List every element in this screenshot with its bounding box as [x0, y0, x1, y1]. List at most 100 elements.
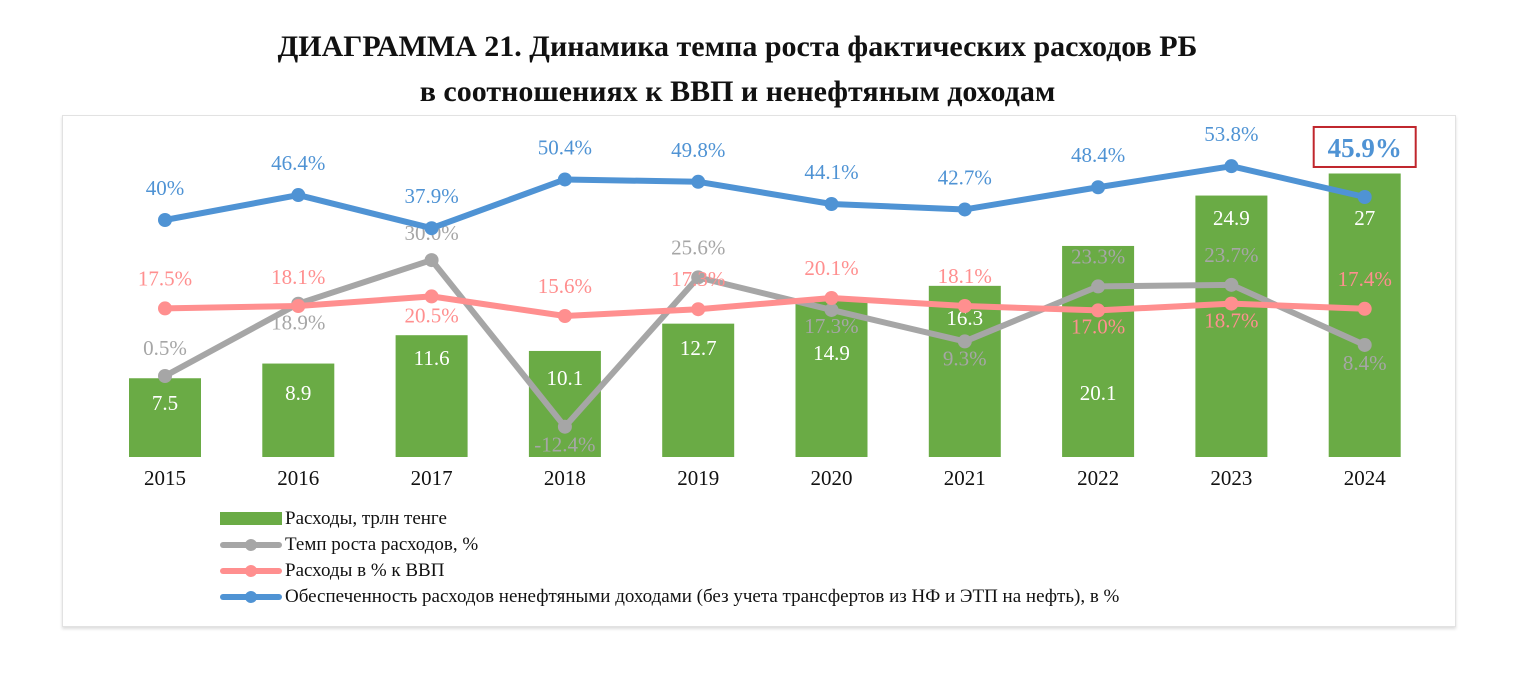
growth-label-2021: 9.3% [943, 346, 987, 370]
coverage-point-2019 [691, 174, 706, 189]
legend-swatch [220, 535, 282, 555]
coverage-label-2020: 44.1% [804, 160, 858, 184]
growth-point-2017 [424, 253, 439, 268]
x-tick-2018: 2018 [544, 466, 586, 490]
x-tick-2024: 2024 [1344, 466, 1387, 490]
gdp-share-label-2015: 17.5% [138, 266, 192, 290]
x-tick-2023: 2023 [1210, 466, 1252, 490]
coverage-point-2017 [424, 221, 439, 236]
legend-swatch [220, 561, 282, 581]
bar-label-2024: 27 [1354, 206, 1375, 230]
legend-label: Темп роста расходов, % [285, 534, 479, 555]
bar-2022 [1062, 245, 1135, 457]
legend-item: Темп роста расходов, % [220, 534, 478, 556]
growth-point-2024 [1357, 337, 1372, 352]
gdp-share-point-2017 [424, 289, 439, 304]
bar-label-2019: 12.7 [680, 336, 717, 360]
legend-item: Расходы в % к ВВП [220, 560, 444, 582]
coverage-label-2022: 48.4% [1071, 143, 1125, 167]
coverage-point-2016 [291, 188, 306, 203]
coverage-point-2020 [824, 197, 839, 212]
coverage-point-2024 [1357, 189, 1372, 204]
growth-label-2019: 25.6% [671, 235, 725, 259]
bar-2020 [795, 300, 868, 457]
growth-label-2018: -12.4% [534, 433, 595, 457]
growth-label-2024: 8.4% [1343, 351, 1387, 375]
bar-2021 [928, 285, 1001, 457]
coverage-label-2024: 45.9% [1328, 133, 1402, 163]
bar-label-2017: 11.6 [414, 346, 450, 370]
gdp-share-point-2024 [1357, 301, 1372, 316]
growth-point-2018 [557, 419, 572, 434]
gdp-share-label-2017: 20.5% [404, 303, 458, 327]
growth-point-2020 [824, 302, 839, 317]
coverage-point-2021 [957, 202, 972, 217]
gdp-share-line [164, 293, 1365, 319]
gdp-share-label-2016: 18.1% [271, 265, 325, 289]
gdp-share-label-2021: 18.1% [938, 264, 992, 288]
legend-label: Расходы, трлн тенге [285, 508, 447, 529]
bar-2015 [129, 378, 201, 457]
x-tick-2021: 2021 [944, 466, 986, 490]
chart-title-line1: ДИАГРАММА 21. Динамика темпа роста факти… [277, 30, 1198, 63]
growth-point-2021 [957, 334, 972, 349]
growth-point-2022 [1091, 279, 1106, 294]
gdp-share-point-2015 [158, 301, 172, 316]
growth-line [163, 257, 1366, 430]
gdp-share-point-2023 [1224, 296, 1239, 311]
gdp-share-label-2024: 17.4% [1338, 267, 1392, 291]
bar-label-2018: 10.1 [547, 366, 584, 390]
chart-frame [62, 115, 1456, 627]
bar-label-2015: 7.5 [152, 391, 178, 415]
growth-point-2019 [691, 270, 706, 285]
coverage-label-2016: 46.4% [271, 151, 325, 175]
gdp-share-point-2020 [824, 291, 839, 305]
coverage-line [164, 163, 1366, 232]
growth-label-2020: 17.3% [804, 314, 858, 338]
coverage-point-2023 [1224, 159, 1239, 174]
x-tick-2022: 2022 [1077, 466, 1119, 490]
growth-label-2023: 23.7% [1204, 243, 1258, 267]
gdp-share-label-2019: 17.3% [671, 267, 725, 291]
x-tick-2017: 2017 [411, 466, 453, 490]
growth-label-2022: 23.3% [1071, 244, 1125, 268]
legend-swatch [220, 587, 282, 607]
x-tick-2015: 2015 [144, 466, 186, 490]
legend-item: Расходы, трлн тенге [220, 508, 447, 530]
growth-point-2015 [158, 369, 172, 383]
bar-label-2023: 24.9 [1213, 206, 1250, 230]
x-tick-2016: 2016 [277, 466, 319, 490]
legend-item: Обеспеченность расходов ненефтяными дохо… [220, 586, 1119, 608]
legend-label: Обеспеченность расходов ненефтяными дохо… [285, 586, 1120, 607]
gdp-share-point-2016 [291, 299, 306, 313]
gdp-share-point-2018 [557, 309, 572, 323]
coverage-point-2015 [158, 213, 172, 227]
legend-swatch [220, 509, 282, 529]
highlight-box [1312, 125, 1417, 168]
gdp-share-label-2018: 15.6% [538, 274, 592, 298]
chart-title-line2: в соотношениях к ВВП и ненефтяным дохода… [419, 75, 1056, 108]
x-tick-2019: 2019 [677, 466, 719, 490]
coverage-point-2018 [557, 172, 572, 187]
bar-2019 [662, 323, 735, 457]
coverage-point-2022 [1091, 180, 1106, 195]
bar-2017 [395, 335, 468, 457]
x-tick-2020: 2020 [811, 466, 853, 490]
coverage-label-2018: 50.4% [538, 135, 592, 159]
coverage-label-2015: 40% [146, 176, 185, 200]
legend-label: Расходы в % к ВВП [285, 560, 445, 581]
growth-point-2023 [1224, 277, 1239, 292]
coverage-label-2019: 49.8% [671, 138, 725, 162]
gdp-share-label-2022: 17.0% [1071, 314, 1125, 338]
coverage-label-2021: 42.7% [938, 165, 992, 189]
bar-2023 [1195, 195, 1268, 458]
growth-label-2016: 18.9% [271, 311, 325, 335]
gdp-share-point-2021 [957, 299, 972, 313]
gdp-share-point-2022 [1091, 303, 1106, 318]
coverage-label-2023: 53.8% [1204, 122, 1258, 146]
bar-label-2022: 20.1 [1080, 381, 1117, 405]
bar-label-2016: 8.9 [285, 381, 311, 405]
growth-label-2015: 0.5% [143, 336, 187, 360]
gdp-share-point-2019 [691, 302, 706, 317]
